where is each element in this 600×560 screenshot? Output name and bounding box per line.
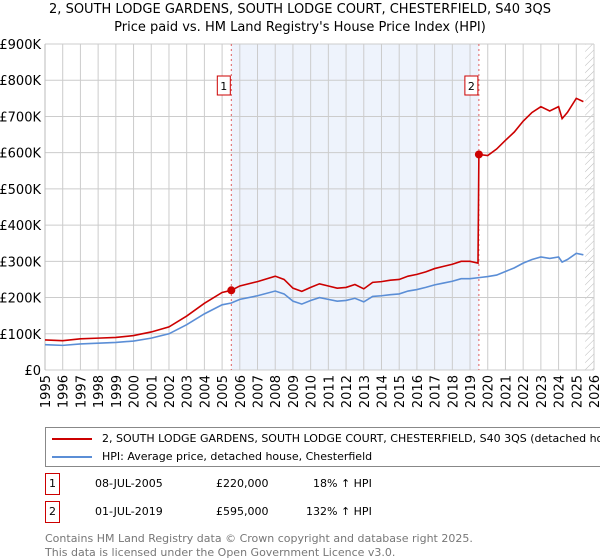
chart-subtitle: Price paid vs. HM Land Registry's House … xyxy=(114,20,486,35)
x-tick-label: 2018 xyxy=(446,375,461,408)
x-tick-label: 2015 xyxy=(393,375,408,408)
legend-property: 2, SOUTH LODGE GARDENS, SOUTH LODGE COUR… xyxy=(52,432,600,445)
x-tick-label: 2013 xyxy=(358,375,373,408)
x-tick-label: 2021 xyxy=(499,375,514,408)
sale-point xyxy=(227,286,236,295)
sale-badge: 2 xyxy=(45,501,60,523)
sale-hpi: 18% ↑ HPI xyxy=(313,477,372,490)
x-tick-label: 2004 xyxy=(198,375,213,408)
y-tick-label: £700K xyxy=(0,110,41,125)
x-tick-label: 2009 xyxy=(287,375,302,408)
shaded-period xyxy=(231,44,479,370)
x-tick-label: 1996 xyxy=(57,375,72,408)
y-tick-label: £0 xyxy=(24,364,41,379)
x-tick-label: 2024 xyxy=(553,375,568,408)
x-tick-label: 2012 xyxy=(340,375,355,408)
sale-badge: 1 xyxy=(45,473,60,495)
sale-price: £220,000 xyxy=(216,477,269,490)
x-tick-label: 2008 xyxy=(269,375,284,408)
sale-price: £595,000 xyxy=(216,505,269,518)
footer-line-2: This data is licensed under the Open Gov… xyxy=(45,546,396,559)
x-tick-label: 2006 xyxy=(234,375,249,408)
x-tick-label: 2019 xyxy=(464,375,479,408)
y-tick-label: £400K xyxy=(0,219,41,234)
x-tick-label: 2017 xyxy=(429,375,444,408)
sale-marker-box xyxy=(216,75,231,96)
sale-date: 01-JUL-2019 xyxy=(95,505,163,518)
price-chart: £0 £100K £200K £300K £400K £500K £600K £700K £80… xyxy=(0,38,600,408)
x-tick-label: 2005 xyxy=(216,375,231,408)
x-tick-label: 2011 xyxy=(322,375,337,408)
y-tick-label: £100K xyxy=(0,328,41,343)
x-tick-label: 2014 xyxy=(375,375,390,408)
chart-title: 2, SOUTH LODGE GARDENS, SOUTH LODGE COUR… xyxy=(49,2,551,17)
x-tick-label: 2016 xyxy=(411,375,426,408)
property-price-line xyxy=(44,97,584,342)
x-tick-label: 2007 xyxy=(252,375,267,408)
sale-marker-label: 2 xyxy=(468,80,475,93)
y-tick-label: £500K xyxy=(0,183,41,198)
x-tick-label: 1995 xyxy=(39,375,54,408)
y-tick-label: £600K xyxy=(0,147,41,162)
x-tick-label: 1998 xyxy=(92,375,107,408)
y-tick-label: £300K xyxy=(0,255,41,270)
footer-line-1: Contains HM Land Registry data © Crown c… xyxy=(45,532,473,545)
x-tick-label: 2020 xyxy=(482,375,497,408)
x-tick-label: 2002 xyxy=(163,375,178,408)
y-tick-label: £200K xyxy=(0,292,41,307)
forecast-hatch xyxy=(585,44,594,370)
legend-hpi: HPI: Average price, detached house, Ches… xyxy=(52,450,372,463)
x-tick-label: 2010 xyxy=(305,375,320,408)
x-tick-label: 2000 xyxy=(128,375,143,408)
legend-line-red xyxy=(52,437,92,440)
x-tick-label: 2022 xyxy=(517,375,532,408)
sale-hpi: 132% ↑ HPI xyxy=(306,505,372,518)
legend-hpi-label: HPI: Average price, detached house, Ches… xyxy=(102,450,373,463)
x-tick-label: 2026 xyxy=(588,375,600,408)
legend: 2, SOUTH LODGE GARDENS, SOUTH LODGE COUR… xyxy=(45,427,600,467)
sale-row-2: 2 01-JUL-2019 £595,000 132% ↑ HPI xyxy=(45,501,445,523)
sale-date: 08-JUL-2005 xyxy=(95,477,163,490)
y-tick-label: £800K xyxy=(0,74,41,89)
sale-point xyxy=(474,150,483,159)
x-tick-label: 2025 xyxy=(570,375,585,408)
legend-property-label: 2, SOUTH LODGE GARDENS, SOUTH LODGE COUR… xyxy=(102,432,600,445)
x-tick-label: 1999 xyxy=(110,375,125,408)
sale-row-1: 1 08-JUL-2005 £220,000 18% ↑ HPI xyxy=(45,473,445,495)
y-tick-label: £900K xyxy=(0,38,41,53)
x-tick-label: 2003 xyxy=(181,375,196,408)
sale-marker-box xyxy=(464,75,479,96)
x-tick-label: 1997 xyxy=(74,375,89,408)
x-tick-label: 2001 xyxy=(145,375,160,408)
x-tick-label: 2023 xyxy=(535,375,550,408)
footer: Contains HM Land Registry data © Crown c… xyxy=(45,532,473,560)
legend-line-blue xyxy=(52,455,92,458)
sale-marker-label: 1 xyxy=(220,80,227,93)
hpi-line xyxy=(44,252,584,347)
